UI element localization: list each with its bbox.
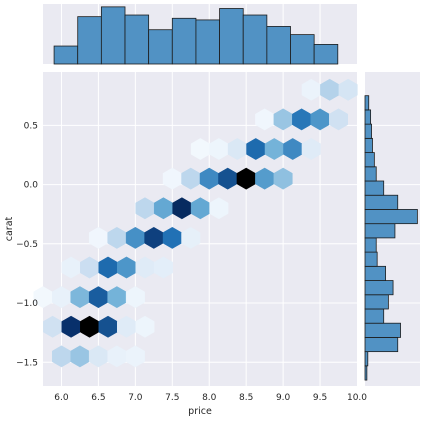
y-axis-label: carat — [4, 216, 15, 241]
right-histogram-bar — [364, 308, 385, 324]
right-histogram-bar — [364, 365, 368, 381]
right-histogram-bar — [364, 337, 399, 353]
right-histogram-bar — [364, 209, 418, 225]
x-tick-label: 9.0 — [276, 393, 291, 403]
hexbin-cell — [181, 226, 201, 249]
right-histogram-bar — [364, 95, 370, 111]
hexbin-cell — [273, 167, 293, 190]
right-histogram-bar — [364, 351, 369, 367]
x-tick-label: 8.0 — [202, 393, 217, 403]
x-tick-label: 8.5 — [239, 393, 253, 403]
right-histogram-bar — [364, 223, 396, 239]
top-histogram-bar — [124, 14, 150, 65]
hexbin-cell — [301, 138, 321, 160]
hexbin-cell — [338, 78, 358, 101]
y-axis-ticks: −1.5 −1.0 −0.5 0.0 0.5 — [16, 121, 38, 368]
right-histogram-bar — [364, 123, 372, 139]
y-tick-label: 0.0 — [24, 181, 39, 191]
right-histogram-bar — [364, 152, 375, 168]
top-histogram-bar — [266, 26, 291, 65]
top-histogram-bar — [77, 16, 102, 65]
right-histogram-bar — [364, 109, 372, 125]
right-histogram-bar — [364, 194, 399, 210]
right-histogram-bars — [364, 95, 418, 381]
top-histogram-bar — [148, 29, 173, 65]
top-histogram-bar — [100, 6, 126, 65]
y-tick-label: −0.5 — [16, 240, 38, 250]
x-tick-label: 6.5 — [91, 393, 105, 403]
right-histogram-bar — [364, 137, 373, 153]
right-histogram-bar — [364, 166, 377, 182]
hexbin-cell — [153, 256, 173, 279]
top-histogram-bar — [171, 17, 197, 65]
top-histogram-bar — [313, 44, 339, 65]
x-tick-label: 10.0 — [347, 393, 367, 403]
hexbin-cell — [135, 315, 155, 338]
y-tick-label: −1.5 — [16, 358, 38, 368]
y-tick-label: 0.5 — [24, 121, 38, 131]
hexbin-cell — [125, 345, 145, 368]
top-histogram-bar — [290, 34, 315, 65]
top-histogram-bar — [195, 19, 220, 65]
right-histogram-bar — [364, 280, 394, 296]
right-histogram-bar — [364, 180, 385, 196]
right-histogram-bar — [364, 237, 377, 253]
top-histogram-bar — [53, 45, 79, 65]
x-tick-label: 6.0 — [54, 393, 69, 403]
hexbin-cell — [209, 197, 229, 220]
x-axis-ticks: 6.0 6.5 7.0 7.5 8.0 8.5 9.0 9.5 10.0 — [54, 393, 367, 403]
right-histogram-bar — [364, 265, 386, 281]
x-tick-label: 7.5 — [165, 393, 179, 403]
top-histogram-bars — [53, 6, 339, 65]
top-histogram-bar — [219, 8, 244, 65]
right-histogram-bar — [364, 322, 401, 338]
x-axis-label: price — [188, 406, 212, 417]
top-histogram-bar — [242, 14, 268, 65]
x-tick-label: 9.5 — [313, 393, 327, 403]
hexbin-cell — [125, 286, 145, 309]
x-tick-label: 7.0 — [128, 393, 143, 403]
right-histogram-bar — [364, 251, 378, 267]
y-tick-label: −1.0 — [16, 299, 38, 309]
right-histogram-bar — [364, 294, 389, 310]
hexbin-cells — [33, 78, 358, 368]
hexbin-cell — [329, 108, 349, 131]
